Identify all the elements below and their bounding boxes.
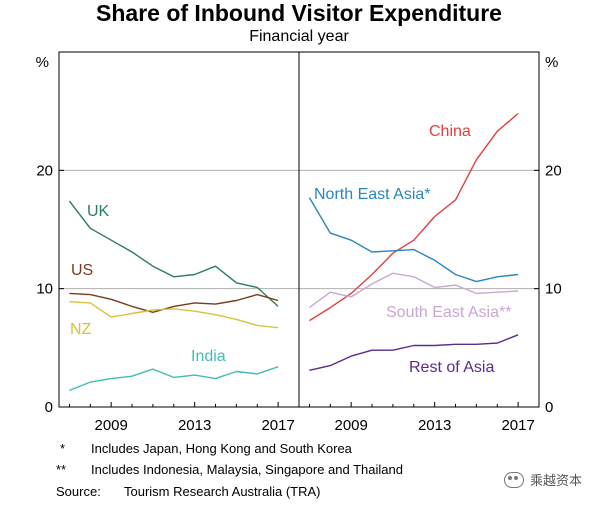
y-unit-right: % [545, 54, 558, 71]
footnote-1-text: Includes Japan, Hong Kong and South Kore… [91, 441, 352, 456]
footnote-2-mark: ** [56, 462, 67, 477]
x-tick-label: 2017 [501, 417, 534, 434]
series-line-south-east-asia [308, 272, 519, 309]
x-tick-label: 2017 [261, 417, 294, 434]
y-tick-label-left: 20 [36, 162, 53, 179]
series-label-india: India [191, 348, 226, 365]
series-label-uk: UK [87, 203, 110, 220]
source-text: Tourism Research Australia (TRA) [124, 484, 321, 499]
series-label-south-east-asia: South East Asia** [386, 304, 511, 321]
y-tick-label-right: 20 [545, 162, 562, 179]
footnote-1-mark: * [60, 441, 66, 456]
y-tick-label-left: 10 [36, 281, 53, 298]
series-label-us: US [71, 262, 93, 279]
series-line-north-east-asia [308, 197, 519, 283]
series-label-nz: NZ [70, 321, 92, 338]
series-line-rest-of-asia [309, 334, 519, 371]
series-label-china: China [429, 123, 471, 140]
x-tick-label: 2013 [418, 417, 451, 434]
y-tick-label-right: 0 [545, 399, 553, 416]
x-tick-label: 2009 [334, 417, 367, 434]
y-tick-label-left: 0 [45, 399, 53, 416]
series-line-india [69, 366, 279, 392]
x-tick-label: 2013 [178, 417, 211, 434]
series-line-uk [68, 200, 279, 307]
series-line-us [69, 292, 279, 313]
footnote-2-text: Includes Indonesia, Malaysia, Singapore … [91, 462, 403, 477]
x-tick-label: 2009 [94, 417, 127, 434]
series-label-rest-of-asia: Rest of Asia [409, 359, 494, 376]
y-tick-label-right: 10 [545, 281, 562, 298]
series-line-china [309, 112, 519, 322]
chart-title: Share of Inbound Visitor Expenditure [96, 0, 502, 26]
wechat-icon [503, 471, 524, 488]
series-label-north-east-asia: North East Asia* [314, 186, 431, 203]
source-label: Source: [56, 484, 101, 499]
chart-subtitle: Financial year [249, 28, 349, 45]
series-line-nz [69, 301, 279, 329]
y-unit-left: % [36, 54, 49, 71]
watermark: 乘越资本 [503, 470, 582, 489]
watermark-text: 乘越资本 [529, 473, 582, 488]
